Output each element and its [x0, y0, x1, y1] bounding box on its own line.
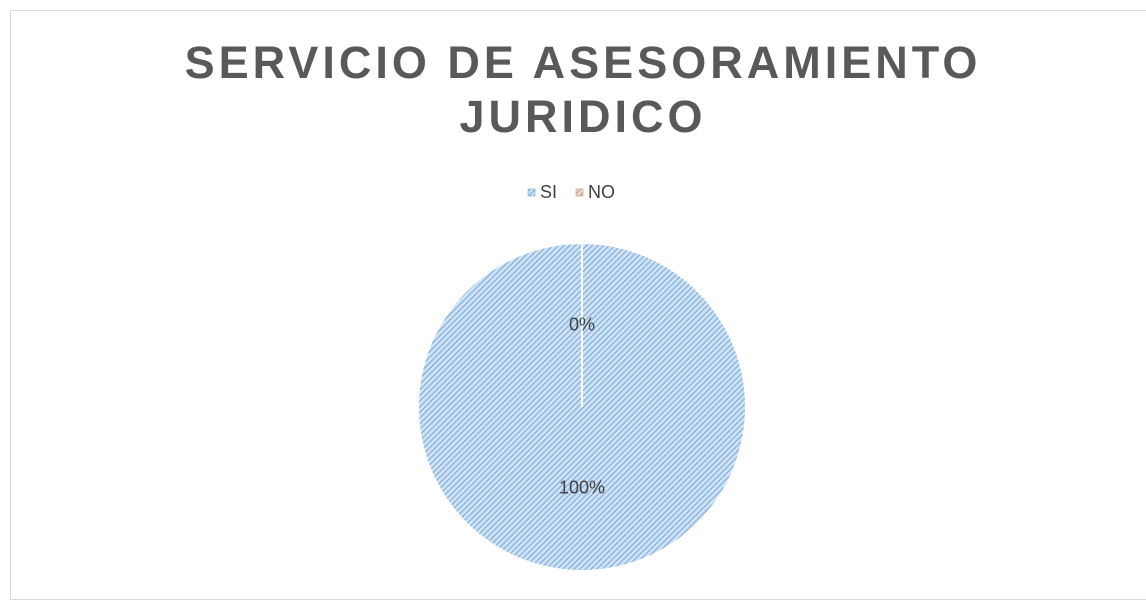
- legend-label: NO: [588, 182, 615, 202]
- data-label: 100%: [559, 477, 605, 497]
- legend-label: SI: [540, 182, 557, 202]
- data-label: 0%: [569, 314, 595, 334]
- legend-marker: [527, 188, 536, 197]
- legend-marker: [575, 188, 584, 197]
- chart-title: SERVICIO DE ASESORAMIENTO JURIDICO: [184, 37, 982, 142]
